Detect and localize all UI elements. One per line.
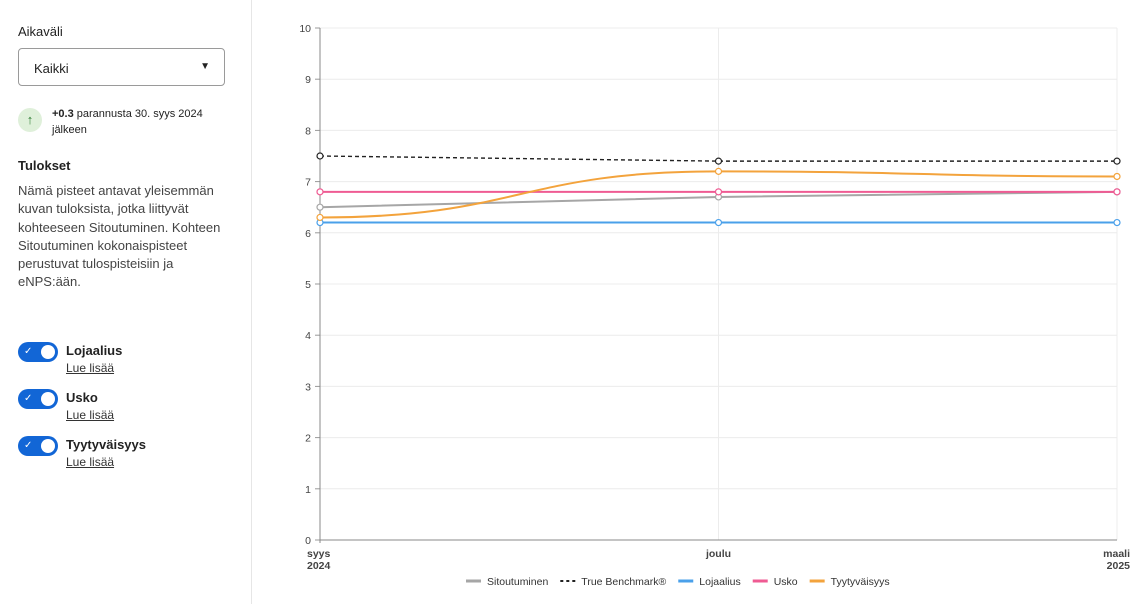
legend-label: Tyytyväisyys [831,576,890,588]
legend-label: Usko [774,576,798,588]
x-tick-label: joulu [705,548,731,560]
tyytyvaisyys-toggle[interactable]: ✓ [18,436,58,456]
lojaalius-read-more-link[interactable]: Lue lisää [66,361,115,375]
x-tick-label: syys [307,548,331,560]
check-icon: ✓ [24,393,33,404]
y-tick-label: 8 [305,125,311,137]
toggle-knob [41,392,55,406]
usko-toggle[interactable]: ✓ [18,389,58,409]
tyytyvaisyys-read-more-link[interactable]: Lue lisää [66,455,115,469]
y-tick-label: 2 [305,433,311,445]
y-tick-label: 10 [299,23,311,35]
legend-item: True Benchmark® [560,576,667,588]
data-point [316,203,324,211]
tyytyvaisyys-label: Tyytyväisyys [66,437,146,452]
legend-item: Lojaalius [678,576,741,588]
sidebar: Aikaväli Kaikki ▼ ↑ +0.3 parannusta 30. … [0,0,252,604]
trend-value: +0.3 [52,108,74,120]
lojaalius-label: Lojaalius [66,343,123,358]
results-description: Nämä pisteet antavat yleisemmän kuvan tu… [18,183,221,290]
y-tick-label: 7 [305,177,311,189]
y-tick-label: 4 [305,330,311,342]
usko-read-more-link[interactable]: Lue lisää [66,408,115,422]
legend-label: Lojaalius [699,576,740,588]
x-tick-label-year: 2025 [1107,560,1131,572]
grid-layer [320,27,1118,540]
legend-item: Sitoutuminen [466,576,548,588]
x-tick-label-year: 2024 [307,560,331,572]
data-point [1113,218,1121,227]
time-range-label: Aikaväli [18,24,63,39]
y-tick-label: 1 [305,484,311,496]
data-point [316,188,324,196]
time-range-value: Kaikki [34,61,69,76]
legend-item: Tyytyväisyys [809,576,890,588]
trend-description: parannusta 30. syys 2024 jälkeen [52,108,203,136]
y-tick-label: 3 [305,381,311,393]
data-point [316,152,324,160]
toggle-knob [41,439,55,453]
data-point [714,167,723,175]
arrow-up-icon: ↑ [18,108,42,132]
data-point [714,157,723,165]
data-point [714,218,723,227]
usko-label: Usko [66,390,98,405]
toggle-knob [41,345,55,359]
lojaalius-toggle[interactable]: ✓ [18,342,58,362]
x-tick-label: maali [1103,548,1130,560]
data-point [1113,172,1121,181]
check-icon: ✓ [24,346,33,357]
check-icon: ✓ [24,440,33,451]
y-tick-label: 5 [305,279,311,291]
caret-down-icon: ▼ [200,61,210,72]
data-point [1113,188,1121,196]
time-range-select[interactable]: Kaikki ▼ [18,48,225,86]
legend-layer: Sitoutuminen True Benchmark® Lojaalius Usko… [466,576,890,588]
data-point [1113,157,1121,165]
data-point [316,213,324,222]
y-tick-label: 0 [305,535,311,547]
toggle-row-tyytyvaisyys: ✓ Tyytyväisyys Lue lisää [18,435,238,475]
results-heading: Tulokset [18,158,71,173]
series-layer [316,152,1121,227]
trend-text: +0.3 parannusta 30. syys 2024 jälkeen [52,106,212,138]
legend-item: Usko [752,576,798,588]
toggle-row-lojaalius: ✓ Lojaalius Lue lisää [18,341,238,381]
toggle-row-usko: ✓ Usko Lue lisää [18,388,238,428]
y-tick-label: 9 [305,74,311,86]
legend-label: True Benchmark® [581,576,666,588]
y-tick-label: 6 [305,228,311,240]
legend-label: Sitoutuminen [487,576,548,588]
data-point [714,188,723,196]
